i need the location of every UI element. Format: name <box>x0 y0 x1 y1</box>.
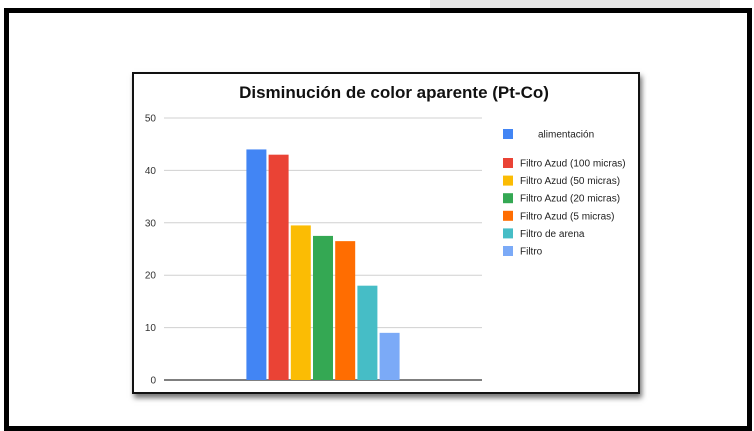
legend-label-6: Filtro de arena <box>520 229 585 240</box>
legend-swatch-5 <box>503 210 513 221</box>
legend-swatch-4 <box>503 193 513 204</box>
y-tick-label: 20 <box>145 271 157 282</box>
legend-swatch-6 <box>503 228 513 239</box>
legend-swatch-1 <box>503 129 513 139</box>
legend-label-1: alimentación <box>538 130 594 141</box>
legend-swatch-3 <box>503 175 513 186</box>
y-tick-label: 50 <box>145 114 157 125</box>
legend-label-4: Filtro Azud (20 micras) <box>520 194 620 205</box>
chart-title: Disminución de color aparente (Pt-Co) <box>239 83 549 102</box>
y-tick-label: 30 <box>145 218 157 229</box>
bar-chart: Disminución de color aparente (Pt-Co) 0 1… <box>145 83 626 387</box>
bar-4 <box>313 235 333 380</box>
y-axis-ticks: 0 10 20 30 40 50 <box>145 114 157 387</box>
gridlines <box>164 117 482 381</box>
bar-6 <box>357 285 378 380</box>
legend-label-2: Filtro Azud (100 micras) <box>520 159 626 170</box>
legend-swatch-2 <box>503 158 513 168</box>
bar-3 <box>290 225 311 380</box>
bar-5 <box>335 241 356 380</box>
legend-label-5: Filtro Azud (5 micras) <box>520 211 614 222</box>
legend: alimentación Filtro Azud (100 micras) Filt… <box>503 129 626 258</box>
y-tick-label: 0 <box>150 376 156 387</box>
legend-label-7: Filtro <box>520 247 543 258</box>
bar-1 <box>246 149 267 380</box>
top-strip <box>430 0 720 8</box>
bars <box>246 149 400 380</box>
chart-card: Disminución de color aparente (Pt-Co) 0 1… <box>132 72 640 394</box>
legend-label-3: Filtro Azud (50 micras) <box>520 176 620 187</box>
bar-2 <box>268 154 289 380</box>
y-tick-label: 10 <box>145 323 157 334</box>
bar-7 <box>379 332 400 380</box>
legend-swatch-7 <box>503 246 513 256</box>
y-tick-label: 40 <box>145 166 157 177</box>
